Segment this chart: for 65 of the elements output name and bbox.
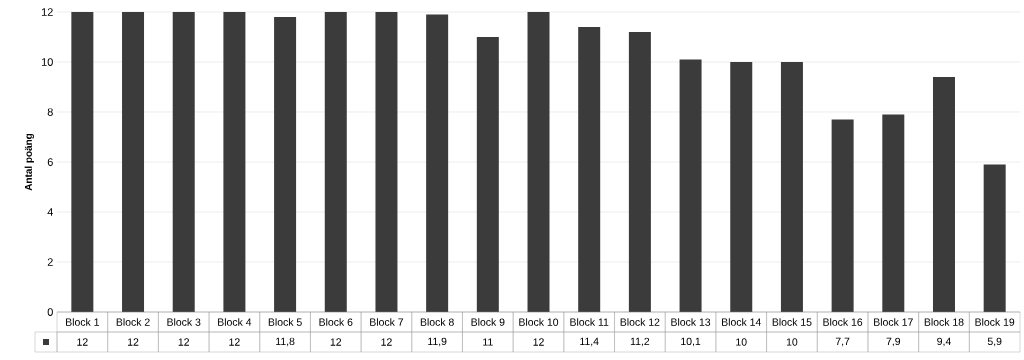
bar [71,12,94,312]
x-tick-label: Block 10 [519,318,559,326]
x-tick-label: Block 9 [471,318,505,326]
x-tick-label: Block 13 [671,318,711,326]
data-label: 7,7 [835,337,850,347]
bar [780,62,803,312]
bar [679,59,702,312]
data-label: 10 [736,338,747,346]
y-tick-label: 10 [41,58,53,66]
bar [223,12,246,312]
bar [375,12,398,312]
bar [882,114,905,312]
x-tick-label: Block 5 [268,318,302,326]
bar [527,12,550,312]
bar [172,12,195,312]
data-label: 7,9 [886,337,901,347]
data-label: 10,1 [681,337,701,347]
y-tick-label: 4 [47,208,53,216]
x-tick-label: Block 3 [167,318,201,326]
x-tick-label: Block 15 [772,318,812,326]
bar [932,77,955,312]
bar [628,32,651,312]
y-axis-title: Antal poäng [24,133,34,191]
data-label: 12 [229,338,240,346]
y-tick-label: 6 [47,158,53,166]
data-label: 10 [786,338,798,346]
bar [274,17,297,312]
x-tick-label: Block 18 [924,318,964,326]
x-tick-label: Block 17 [874,318,913,326]
bar [426,14,449,312]
data-label: 11,8 [276,337,295,347]
data-label: 12 [128,338,139,346]
data-label: 11,4 [580,337,599,347]
y-tick-label: 2 [47,258,53,266]
bar [122,12,145,312]
x-tick-label: Block 12 [620,318,660,326]
data-label: 11 [483,338,493,346]
x-tick-label: Block 16 [823,318,863,326]
data-label: 12 [381,338,392,346]
data-label: 12 [178,338,189,346]
data-label: 12 [330,338,342,346]
bar [831,119,854,312]
data-label: 9,4 [937,337,951,347]
data-label: 5,9 [987,337,1002,347]
bar [476,37,499,312]
x-tick-label: Block 2 [116,318,150,326]
x-tick-label: Block 19 [975,318,1015,326]
y-tick-label: 0 [47,308,53,316]
bar [730,62,753,312]
x-tick-label: Block 7 [370,318,404,326]
bar [983,164,1006,312]
y-tick-label: 8 [47,108,53,116]
bar [324,12,347,312]
x-tick-label: Block 14 [722,318,761,326]
data-label: 12 [533,338,544,346]
data-label: 11,9 [428,337,447,347]
x-tick-label: Block 6 [319,318,353,326]
y-tick-label: 12 [41,8,53,16]
bar [578,27,601,312]
x-tick-label: Block 4 [218,318,252,326]
data-label: 12 [77,338,88,346]
x-tick-label: Block 11 [570,318,609,326]
x-tick-label: Block 1 [66,318,99,326]
data-label: 11,2 [630,337,650,347]
x-tick-label: Block 8 [420,318,454,326]
